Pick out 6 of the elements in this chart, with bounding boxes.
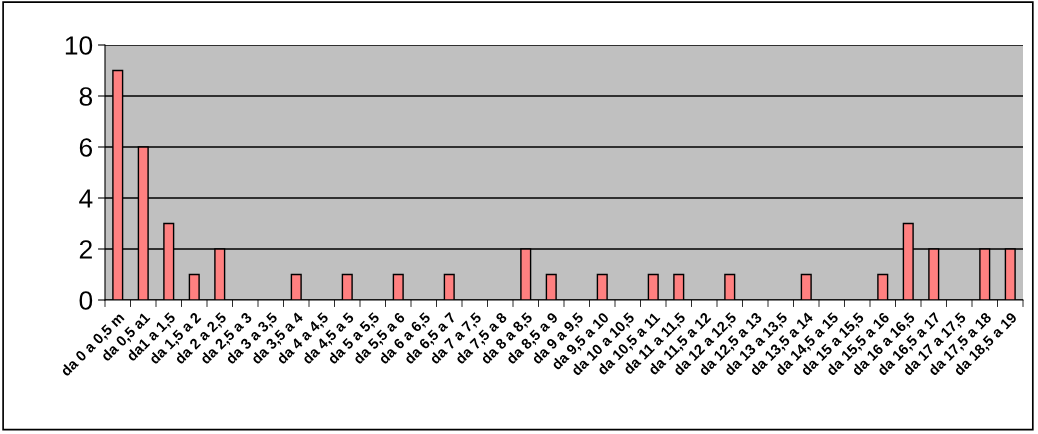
y-tick-label: 8 xyxy=(79,87,93,106)
y-tick-label: 0 xyxy=(79,291,93,310)
y-tick-label: 2 xyxy=(79,240,92,259)
y-tick-label: 10 xyxy=(65,36,93,55)
y-tick-label: 6 xyxy=(79,138,93,157)
y-tick-label: 4 xyxy=(79,189,93,208)
